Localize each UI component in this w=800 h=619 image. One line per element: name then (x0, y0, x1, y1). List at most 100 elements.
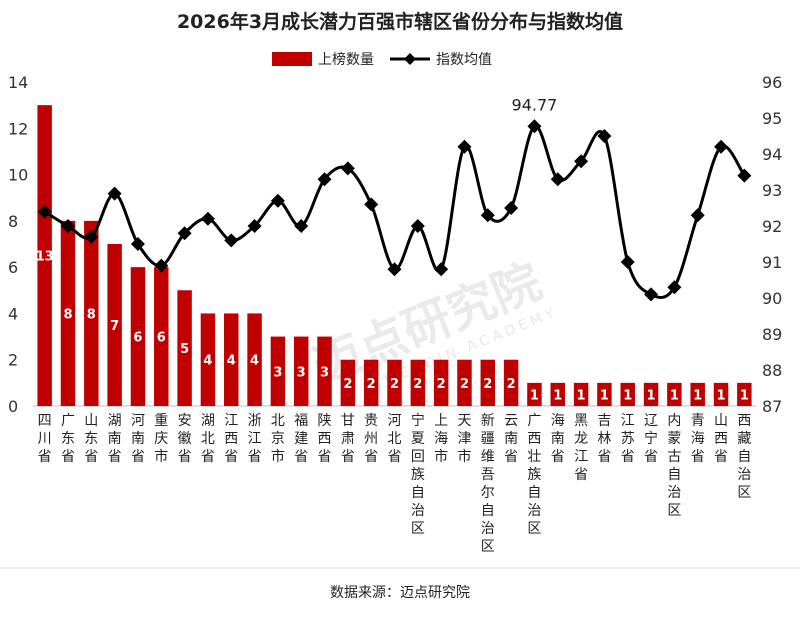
category-label: 陕西省 (318, 413, 332, 465)
line-marker (387, 262, 402, 277)
bar (387, 359, 402, 406)
line-marker (270, 193, 285, 208)
category-label: 青海省 (691, 413, 705, 465)
bar-value-label: 1 (577, 388, 586, 403)
bar-value-label: 2 (343, 377, 352, 392)
source-note: 数据来源：迈点研究院 (330, 585, 470, 601)
bar-value-label: 1 (670, 388, 679, 403)
legend-bar-label: 上榜数量 (318, 51, 374, 68)
category-label: 吉林省 (597, 413, 611, 465)
category-label: 湖北省 (201, 413, 215, 465)
line-marker (317, 172, 332, 187)
line-marker (200, 211, 215, 226)
bar-value-label: 13 (36, 250, 54, 265)
line-marker (224, 233, 239, 248)
bar-series (37, 105, 752, 407)
bar-value-label: 2 (460, 377, 469, 392)
bar-value-label: 1 (740, 388, 749, 403)
line-marker (294, 219, 309, 233)
bar (433, 359, 449, 406)
bar-value-label: 2 (390, 377, 399, 392)
line-marker (340, 161, 355, 176)
bar-value-label: 4 (250, 354, 259, 369)
bar-value-label: 1 (623, 388, 632, 403)
line-marker (457, 139, 472, 154)
line-marker (410, 219, 425, 233)
bar-value-label: 3 (297, 365, 306, 380)
bar (480, 359, 496, 406)
line-marker (527, 119, 542, 134)
bar-value-label: 8 (87, 307, 96, 322)
left-tick-label: 14 (8, 73, 28, 92)
right-tick-label: 88 (762, 361, 782, 380)
bar (410, 359, 426, 406)
bar (293, 336, 309, 406)
category-label: 四川省 (38, 413, 52, 465)
line-marker (154, 258, 169, 273)
line-marker (247, 219, 262, 233)
left-tick-label: 10 (8, 166, 28, 185)
bar (270, 336, 286, 406)
category-label: 湖南省 (108, 413, 122, 465)
bar-value-label: 5 (180, 342, 189, 357)
right-tick-label: 94 (762, 145, 782, 164)
bar (363, 359, 379, 406)
bar (527, 382, 542, 406)
line-marker (550, 172, 565, 187)
category-label: 重庆市 (154, 413, 168, 465)
left-tick-label: 12 (8, 119, 28, 138)
category-label: 天津市 (457, 413, 471, 465)
right-tick-label: 92 (762, 217, 782, 236)
bar (130, 267, 146, 406)
line-marker (690, 208, 705, 223)
bar-value-label: 2 (367, 377, 376, 392)
bar-value-label: 8 (63, 307, 72, 322)
bar-value-label: 6 (157, 331, 166, 346)
bar-value-label: 6 (133, 331, 142, 346)
right-tick-label: 87 (762, 397, 782, 416)
bar (643, 382, 659, 406)
line-marker (667, 280, 682, 295)
bar (667, 382, 682, 406)
bar (737, 382, 752, 406)
right-tick-label: 90 (762, 289, 782, 308)
category-label: 北京市 (271, 413, 285, 465)
bar-value-label: 2 (413, 377, 422, 392)
category-label: 广东省 (61, 413, 75, 465)
line-marker (480, 208, 495, 223)
category-label: 河北省 (388, 413, 402, 465)
bar (224, 313, 239, 406)
category-label: 甘肃省 (341, 413, 355, 465)
line-marker (504, 201, 519, 215)
category-label: 浙江省 (248, 413, 262, 465)
bar (60, 220, 76, 406)
line-marker (644, 287, 659, 302)
left-tick-label: 0 (8, 397, 18, 416)
category-label: 黑龙江省 (574, 413, 588, 483)
bar-value-label: 1 (647, 388, 656, 403)
bar-value-label: 1 (553, 388, 562, 403)
left-tick-label: 8 (8, 212, 18, 231)
bar (690, 382, 705, 406)
category-label: 福建省 (294, 413, 308, 465)
right-tick-label: 91 (762, 253, 782, 272)
legend-bar-swatch (272, 52, 312, 66)
line-marker (37, 204, 52, 219)
category-label: 上海市 (434, 413, 448, 465)
category-label: 辽宁省 (644, 413, 658, 465)
bar-value-label: 4 (227, 354, 236, 369)
legend-line-label: 指数均值 (436, 52, 492, 68)
bar (457, 359, 472, 406)
category-label: 新疆维吾尔自治区 (481, 413, 495, 555)
bar (177, 290, 192, 406)
bar-value-label: 7 (110, 319, 119, 334)
bar-value-label: 2 (507, 377, 516, 392)
legend: 上榜数量 指数均值 (272, 51, 492, 68)
category-label: 贵州省 (364, 413, 378, 465)
bar (107, 244, 122, 406)
bar-value-label: 4 (203, 354, 212, 369)
bar-value-label: 2 (483, 377, 492, 392)
bar (247, 313, 262, 406)
category-label: 安徽省 (178, 413, 192, 465)
